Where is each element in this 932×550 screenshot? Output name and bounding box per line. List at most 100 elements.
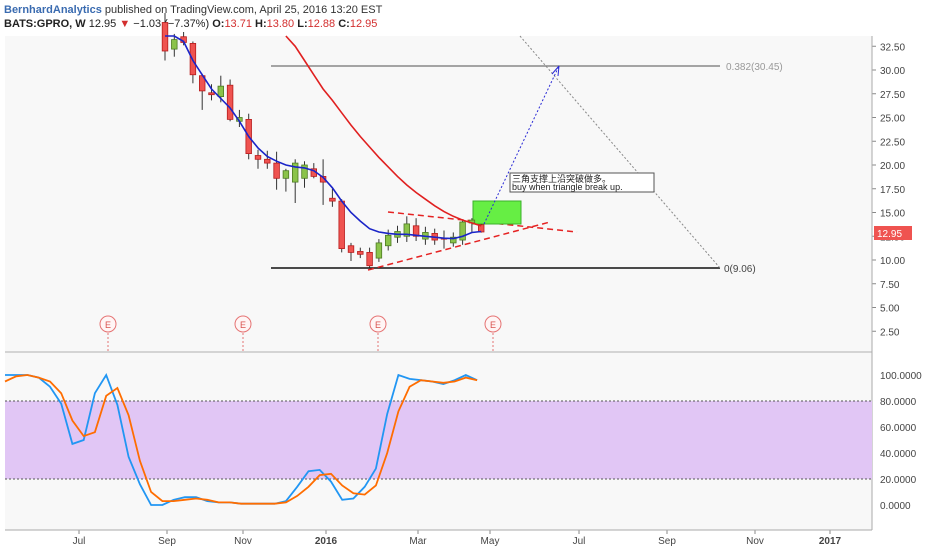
close-value: 12.95 [349, 18, 378, 30]
candle-body [171, 39, 178, 50]
stochastic-axis-tick-label: 60.0000 [880, 423, 917, 434]
publication-info: published on TradingView.com, April 25, … [104, 4, 383, 16]
earnings-marker-label: E [105, 320, 111, 330]
candle-body [329, 197, 336, 202]
candle-body [375, 242, 383, 259]
candle-body [384, 234, 392, 247]
candle-body [273, 162, 280, 179]
price-axis-tick-label: 10.00 [880, 256, 905, 267]
price-change: −1.03 (−7.37%) [133, 18, 210, 30]
price-axis-tick-label: 20.00 [880, 161, 905, 172]
time-axis-tick-label: Jul [73, 536, 86, 547]
price-axis-tick-label: 7.50 [880, 280, 900, 291]
fib-trend-line[interactable] [519, 35, 721, 269]
stochastic-overbought-oversold-band [5, 401, 872, 479]
stochastic-axis-tick-label: 80.0000 [880, 397, 917, 408]
candle[interactable] [282, 168, 290, 192]
high-label: H: [255, 18, 267, 30]
earnings-marker-icon[interactable] [369, 315, 387, 333]
candle[interactable] [338, 199, 345, 253]
price-axis-tick-label: 30.00 [880, 66, 905, 77]
candle-body [254, 155, 262, 160]
candle[interactable] [208, 84, 215, 101]
fib-level-0-label: 0(9.06) [724, 264, 756, 275]
candle-body [282, 170, 290, 179]
symbol-label: BATS:GPRO, W [4, 18, 86, 30]
candle-body [264, 158, 271, 164]
price-pane-background [5, 36, 872, 351]
candle-body [319, 175, 327, 183]
author-name[interactable]: BernhardAnalytics [4, 4, 102, 16]
projection-arrow-icon [551, 65, 560, 77]
candle-body [217, 85, 224, 98]
time-axis-tick-label: 2017 [819, 536, 842, 547]
stochastic-axis-tick-label: 20.0000 [880, 475, 917, 486]
ohlc-line: BATS:GPRO, W 12.95 ▼ −1.03 (−7.37%) O:13… [4, 18, 377, 30]
candle[interactable] [319, 159, 327, 205]
time-axis-tick-label: Mar [409, 536, 427, 547]
last-price-tag-label: 12.95 [877, 229, 902, 240]
stochastic-axis-tick-label: 100.0000 [880, 371, 922, 382]
candle[interactable] [412, 218, 420, 241]
annotation-text-english: buy when triangle break up. [512, 182, 623, 192]
candle-body [450, 236, 457, 244]
down-arrow-icon: ▼ [119, 18, 131, 30]
price-axis-tick-label: 5.00 [880, 304, 900, 315]
candle[interactable] [366, 247, 373, 268]
candle[interactable] [264, 150, 271, 169]
candle[interactable] [450, 232, 457, 247]
publication-line: BernhardAnalytics published on TradingVi… [4, 4, 382, 16]
candle[interactable] [301, 161, 308, 188]
earnings-marker-icon[interactable] [99, 315, 117, 333]
annotation-text-chinese: 三角支撑上沿突破做多。 [512, 173, 611, 184]
candle[interactable] [403, 216, 410, 242]
stochastic-d-line[interactable] [4, 374, 478, 505]
price-axis-tick-label: 15.00 [880, 209, 905, 220]
candle[interactable] [273, 151, 280, 190]
fib-level-0382-label: 0.382(30.45) [726, 62, 783, 73]
low-label: L: [297, 18, 308, 30]
annotation-box[interactable] [509, 172, 655, 193]
price-axis-tick-label: 2.50 [880, 327, 900, 338]
candle[interactable] [357, 247, 364, 259]
last-price: 12.95 [88, 18, 117, 30]
stochastic-axis-tick-label: 0.0000 [880, 501, 911, 512]
triangle-lower-line[interactable] [367, 221, 551, 271]
candle-body [366, 251, 373, 267]
candle-body [301, 164, 308, 179]
ema-slow-line[interactable] [285, 35, 482, 227]
ema-fast-line[interactable] [165, 35, 482, 240]
earnings-marker-icon[interactable] [234, 315, 252, 333]
time-axis-tick-label: Jul [573, 536, 586, 547]
time-axis-tick-label: 2016 [315, 536, 338, 547]
time-axis-tick-label: Sep [658, 536, 676, 547]
target-zone-box[interactable] [472, 200, 522, 225]
projection-line[interactable] [483, 65, 560, 225]
price-axis-tick-label: 25.00 [880, 114, 905, 125]
low-value: 12.88 [307, 18, 336, 30]
candle[interactable] [171, 33, 178, 57]
price-axis-tick-label: 22.50 [880, 137, 905, 148]
time-axis-tick-label: May [481, 536, 500, 547]
candle-body [459, 221, 466, 241]
candle[interactable] [347, 242, 355, 261]
open-value: 13.71 [224, 18, 252, 30]
candle-body [208, 92, 215, 96]
price-axis-tick-label: 27.50 [880, 90, 905, 101]
candle[interactable] [226, 79, 234, 122]
chart-header: BernhardAnalytics published on TradingVi… [0, 0, 932, 36]
candle[interactable] [375, 239, 383, 262]
earnings-marker-label: E [490, 320, 496, 330]
stochastic-axis-tick-label: 40.0000 [880, 449, 917, 460]
price-axis-tick-label: 32.50 [880, 42, 905, 53]
candle[interactable] [254, 149, 262, 169]
time-axis-tick-label: Sep [158, 536, 176, 547]
candle[interactable] [459, 220, 466, 245]
price-axis-tick-label: 17.50 [880, 185, 905, 196]
earnings-marker-label: E [240, 320, 246, 330]
earnings-marker-icon[interactable] [484, 315, 502, 333]
candle[interactable] [329, 188, 336, 207]
candle-body [338, 200, 345, 250]
